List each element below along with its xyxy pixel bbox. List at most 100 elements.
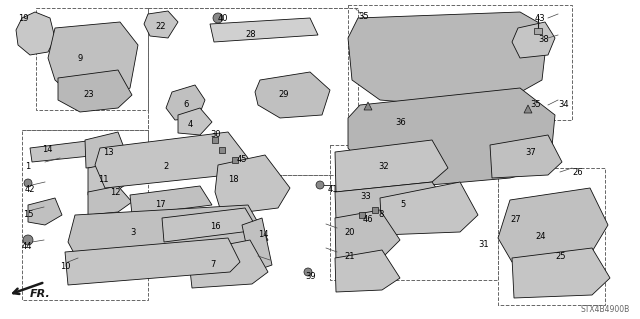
Text: 22: 22 (155, 22, 166, 31)
Polygon shape (512, 248, 610, 298)
Text: STX4B4900B: STX4B4900B (580, 305, 630, 314)
Polygon shape (512, 22, 555, 58)
Polygon shape (335, 210, 400, 262)
Text: 1: 1 (25, 162, 30, 171)
Bar (22, 130, 148, 300)
Polygon shape (144, 11, 178, 38)
Polygon shape (215, 155, 290, 215)
Text: 21: 21 (344, 252, 355, 261)
Text: 10: 10 (60, 262, 70, 271)
Circle shape (316, 181, 324, 189)
Polygon shape (58, 70, 132, 112)
Polygon shape (188, 240, 268, 288)
Text: 24: 24 (535, 232, 545, 241)
Text: 41: 41 (328, 185, 339, 194)
Text: 14: 14 (42, 145, 52, 154)
Bar (359, 212, 365, 218)
Text: 26: 26 (572, 168, 582, 177)
Polygon shape (95, 132, 248, 188)
Polygon shape (524, 105, 532, 113)
Text: 8: 8 (378, 210, 383, 219)
Polygon shape (68, 205, 268, 268)
Text: 5: 5 (400, 200, 405, 209)
Text: 16: 16 (210, 222, 221, 231)
Bar (148, 8, 358, 175)
Bar (330, 145, 498, 280)
Text: 3: 3 (130, 228, 136, 237)
Polygon shape (210, 18, 318, 42)
Polygon shape (335, 250, 400, 292)
Polygon shape (65, 238, 240, 285)
Text: 15: 15 (23, 210, 33, 219)
Polygon shape (166, 85, 205, 120)
Text: 23: 23 (83, 90, 93, 99)
Bar (348, 5, 572, 120)
Text: 39: 39 (305, 272, 316, 281)
Polygon shape (335, 182, 448, 220)
Text: 29: 29 (278, 90, 289, 99)
Text: FR.: FR. (30, 289, 51, 299)
Text: 35: 35 (358, 12, 369, 21)
Polygon shape (88, 162, 132, 195)
Text: 40: 40 (218, 14, 228, 23)
Text: 12: 12 (110, 188, 120, 197)
Text: 44: 44 (22, 242, 33, 251)
Polygon shape (380, 182, 478, 235)
Bar (212, 137, 218, 143)
Text: 14: 14 (258, 230, 269, 239)
Polygon shape (88, 186, 132, 215)
Text: 45: 45 (237, 155, 248, 164)
Text: 34: 34 (558, 100, 568, 109)
Text: 4: 4 (188, 120, 193, 129)
Text: 18: 18 (228, 175, 239, 184)
Bar (36, 8, 148, 110)
Text: 46: 46 (363, 215, 374, 224)
Polygon shape (255, 72, 330, 118)
Text: 17: 17 (155, 200, 166, 209)
Text: 42: 42 (25, 185, 35, 194)
Text: 9: 9 (78, 54, 83, 63)
Polygon shape (48, 22, 138, 100)
Bar (534, 28, 542, 34)
Text: 27: 27 (510, 215, 520, 224)
Circle shape (23, 235, 33, 245)
Bar (219, 147, 225, 153)
Text: 38: 38 (538, 35, 548, 44)
Polygon shape (130, 186, 212, 215)
Polygon shape (28, 198, 62, 225)
Polygon shape (85, 132, 128, 168)
Text: 36: 36 (395, 118, 406, 127)
Text: 33: 33 (360, 192, 371, 201)
Polygon shape (364, 102, 372, 110)
Polygon shape (16, 12, 55, 55)
Circle shape (213, 13, 223, 23)
Text: 43: 43 (535, 14, 546, 23)
Text: 19: 19 (18, 14, 29, 23)
Text: 11: 11 (98, 175, 109, 184)
Text: 35: 35 (530, 100, 541, 109)
Text: 30: 30 (210, 130, 221, 139)
Polygon shape (242, 218, 272, 272)
Text: 25: 25 (555, 252, 566, 261)
Bar (498, 168, 605, 305)
Polygon shape (498, 188, 608, 262)
Text: 31: 31 (478, 240, 488, 249)
Text: 6: 6 (183, 100, 188, 109)
Circle shape (24, 179, 32, 187)
Text: 32: 32 (378, 162, 388, 171)
Polygon shape (348, 88, 555, 185)
Polygon shape (335, 140, 448, 192)
Text: 2: 2 (163, 162, 168, 171)
Bar (232, 157, 238, 163)
Polygon shape (490, 135, 562, 178)
Text: 7: 7 (210, 260, 216, 269)
Polygon shape (30, 140, 100, 162)
Bar (372, 207, 378, 213)
Polygon shape (162, 208, 258, 242)
Text: 13: 13 (103, 148, 114, 157)
Text: 28: 28 (245, 30, 255, 39)
Polygon shape (348, 12, 548, 105)
Text: 20: 20 (344, 228, 355, 237)
Text: 37: 37 (525, 148, 536, 157)
Polygon shape (178, 108, 212, 135)
